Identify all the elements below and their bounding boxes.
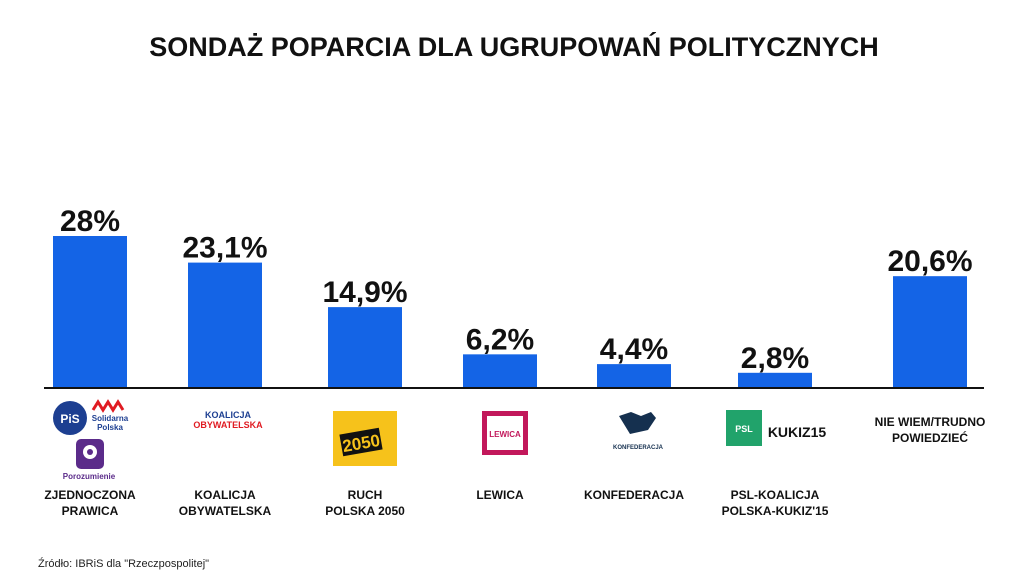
chart-title: SONDAŻ POPARCIA DLA UGRUPOWAŃ POLITYCZNY…: [149, 31, 879, 62]
porozumienie-logo: Porozumienie: [63, 439, 116, 481]
porozumienie-logo-text: Porozumienie: [63, 472, 116, 481]
category-label-4-line-0: KONFEDERACJA: [584, 488, 684, 502]
value-label-3: 6,2%: [466, 323, 534, 356]
bar-3: [463, 354, 537, 388]
lewica-logo: LEWICA: [482, 411, 528, 455]
solidarna-line-1: Solidarna: [92, 414, 129, 423]
bars-group: [53, 236, 967, 388]
category-label-0-line-0: ZJEDNOCZONA: [44, 488, 136, 502]
lewica-logo-text: LEWICA: [489, 430, 521, 439]
value-label-1: 23,1%: [182, 232, 267, 265]
bar-6: [893, 276, 967, 388]
pis-logo: PiS: [53, 401, 87, 435]
ko-logo-line-1: KOALICJA: [205, 410, 252, 420]
category-label-1-line-1: OBYWATELSKA: [179, 504, 272, 518]
value-label-2: 14,9%: [322, 276, 407, 309]
psl-logo: PSL: [726, 410, 762, 446]
bar-1: [188, 262, 262, 388]
source-note: Źródło: IBRiS dla "Rzeczpospolitej": [38, 557, 209, 570]
kukiz15-logo: KUKIZ15: [768, 424, 827, 440]
category-label-0-line-1: PRAWICA: [62, 504, 119, 518]
category-label-5-line-1: POLSKA-KUKIZ'15: [722, 504, 829, 518]
value-label-6: 20,6%: [887, 245, 972, 278]
pis-logo-text: PiS: [60, 412, 79, 426]
koalicja-obywatelska-logo: KOALICJA OBYWATELSKA: [193, 410, 263, 430]
kukiz15-logo-text: KUKIZ15: [768, 424, 827, 440]
value-label-0: 28%: [60, 205, 120, 238]
konfederacja-logo: KONFEDERACJA: [613, 412, 664, 451]
bar-0: [53, 236, 127, 388]
value-label-4: 4,4%: [600, 333, 668, 366]
polska-2050-logo: 2050: [333, 411, 397, 466]
category-label-3-line-0: LEWICA: [476, 488, 524, 502]
bar-2: [328, 307, 402, 388]
bar-4: [597, 364, 671, 388]
category-label-2-line-0: RUCH: [348, 488, 383, 502]
category-label-2-line-1: POLSKA 2050: [325, 504, 405, 518]
category-labels-group: ZJEDNOCZONA PRAWICA KOALICJA OBYWATELSKA RUC…: [44, 415, 985, 518]
value-label-5: 2,8%: [741, 342, 809, 375]
category-label-5-line-0: PSL-KOALICJA: [731, 488, 820, 502]
ko-logo-line-2: OBYWATELSKA: [193, 420, 263, 430]
value-labels-group: 28% 23,1% 14,9% 6,2% 4,4% 2,8% 20,6%: [60, 205, 973, 375]
bar-5: [738, 372, 812, 388]
category-label-6-line-1: POWIEDZIEĆ: [892, 430, 968, 445]
category-label-1-line-0: KOALICJA: [194, 488, 256, 502]
solidarna-line-2: Polska: [97, 423, 123, 432]
konfederacja-logo-text: KONFEDERACJA: [613, 445, 664, 451]
psl-logo-text: PSL: [735, 424, 753, 434]
solidarna-polska-logo: Solidarna Polska: [91, 399, 129, 432]
category-label-6-line-0: NIE WIEM/TRUDNO: [875, 415, 986, 429]
